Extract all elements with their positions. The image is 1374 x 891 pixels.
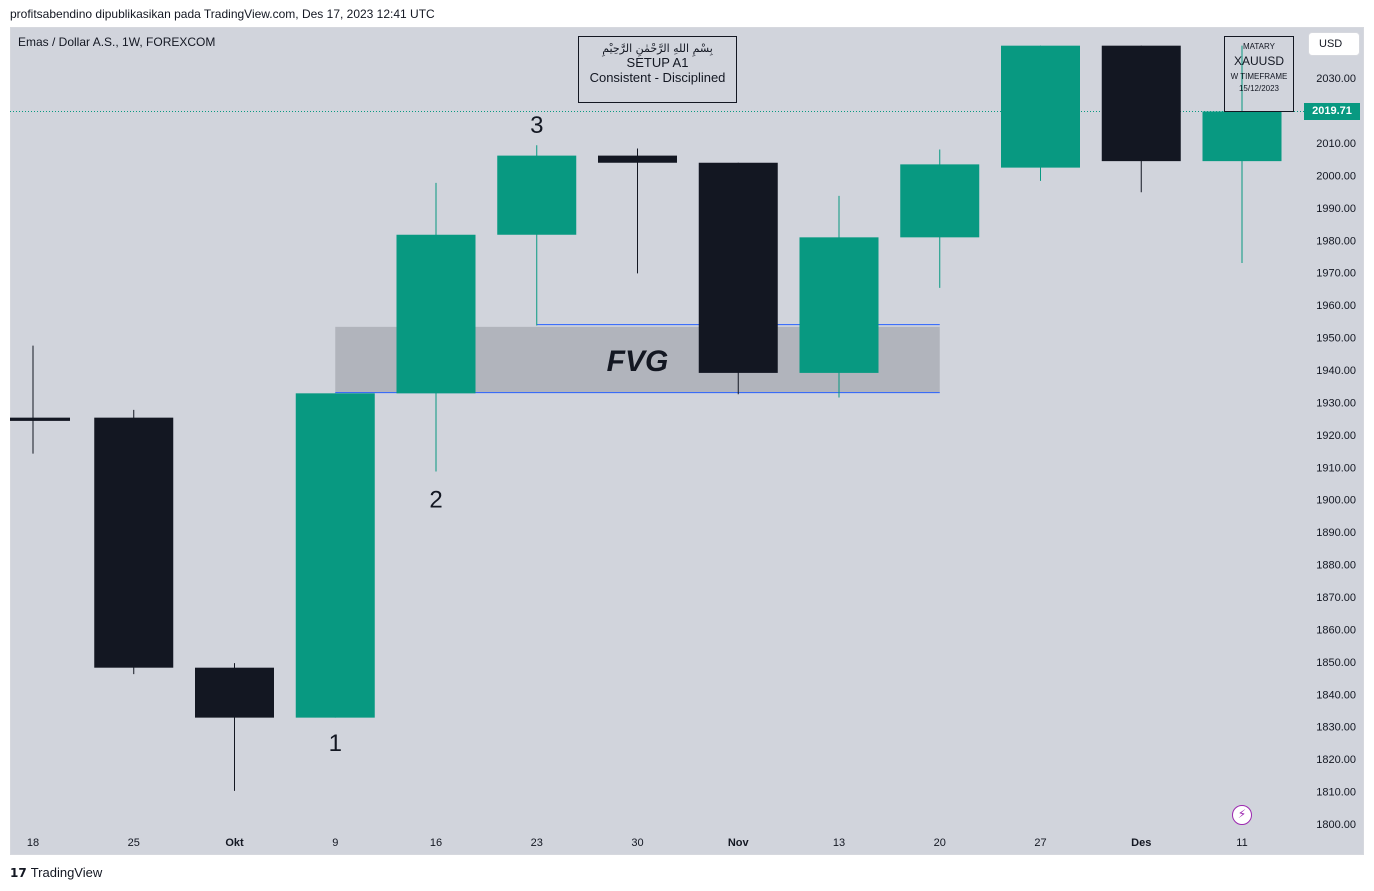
y-tick-label: 1860.00 (1316, 624, 1356, 636)
x-tick-label: 25 (128, 837, 140, 849)
y-tick-label: 2000.00 (1316, 170, 1356, 182)
x-tick-label: 16 (430, 837, 442, 849)
candle-annotation: 2 (429, 487, 442, 514)
candle-annotation: 1 (329, 730, 342, 757)
y-tick-label: 1840.00 (1316, 689, 1356, 701)
info-note-box: MATARY XAUUSD W TIMEFRAME 15/12/2023 (1224, 36, 1294, 112)
footer-brand-label: TradingView (30, 865, 103, 880)
current-price-label: 2019.71 (1304, 103, 1360, 120)
y-tick-label: 1820.00 (1316, 754, 1356, 766)
currency-button[interactable]: USD (1308, 32, 1360, 56)
y-tick-label: 1870.00 (1316, 592, 1356, 604)
x-tick-label: 9 (332, 837, 338, 849)
x-tick-label: 18 (27, 837, 39, 849)
info-note-line4: 15/12/2023 (1238, 84, 1280, 93)
x-tick-label: 20 (934, 837, 946, 849)
setup-note-box: بِسْمِ اللهِ الرَّحْمٰنِ الرَّحِيْمِ SET… (578, 36, 737, 103)
y-tick-label: 1810.00 (1316, 787, 1356, 799)
setup-note-line3: Consistent - Disciplined (589, 70, 726, 85)
y-tick-label: 1800.00 (1316, 819, 1356, 831)
y-tick-label: 1960.00 (1316, 300, 1356, 312)
tradingview-logo-icon: 17 (10, 866, 27, 880)
y-tick-label: 1970.00 (1316, 268, 1356, 280)
bolt-icon[interactable]: ⚡ (1232, 805, 1252, 825)
y-tick-label: 1910.00 (1316, 462, 1356, 474)
candle-body (1202, 111, 1282, 162)
y-tick-label: 1940.00 (1316, 365, 1356, 377)
x-tick-label: Des (1131, 837, 1151, 849)
y-tick-label: 1930.00 (1316, 397, 1356, 409)
x-tick-label: 30 (631, 837, 643, 849)
x-tick-label: 11 (1236, 837, 1247, 849)
info-note-line1: MATARY (1242, 42, 1275, 51)
y-tick-label: 1950.00 (1316, 333, 1356, 345)
x-tick-label: Nov (728, 837, 750, 849)
candle-body (1101, 45, 1181, 162)
x-tick-label: Okt (225, 837, 244, 849)
info-note-line2: XAUUSD (1233, 54, 1284, 68)
publish-line: profitsabendino dipublikasikan pada Trad… (10, 7, 435, 21)
y-tick-label: 1880.00 (1316, 560, 1356, 572)
symbol-legend[interactable]: Emas / Dollar A.S., 1W, FOREXCOM (18, 35, 216, 49)
y-tick-label: 1990.00 (1316, 203, 1356, 215)
y-tick-label: 2030.00 (1316, 73, 1356, 85)
candle-body (10, 417, 70, 421)
candle-body (295, 393, 375, 718)
y-tick-label: 1850.00 (1316, 657, 1356, 669)
candle-body (195, 667, 274, 718)
y-tick-label: 1980.00 (1316, 235, 1356, 247)
y-tick-label: 1900.00 (1316, 495, 1356, 507)
candle-body (598, 155, 677, 163)
candle-body (799, 237, 879, 373)
y-tick-label: 1830.00 (1316, 722, 1356, 734)
candle-annotation: 3 (530, 112, 543, 139)
candle-body (396, 234, 476, 394)
candlestick-chart[interactable]: FVG1231800.001810.001820.001830.001840.0… (10, 27, 1364, 855)
x-tick-label: 13 (833, 837, 845, 849)
x-tick-label: 23 (531, 837, 543, 849)
candle-body (698, 162, 778, 373)
candle-body (94, 417, 174, 668)
y-tick-label: 1920.00 (1316, 430, 1356, 442)
candle-body (1001, 45, 1080, 168)
y-tick-label: 1890.00 (1316, 527, 1356, 539)
fvg-label: FVG (607, 345, 669, 378)
setup-note-line2: SETUP A1 (626, 55, 689, 70)
candle-body (497, 155, 577, 235)
y-tick-label: 2010.00 (1316, 138, 1356, 150)
info-note-line3: W TIMEFRAME (1230, 72, 1288, 81)
candle-body (900, 164, 980, 238)
x-tick-label: 27 (1034, 837, 1046, 849)
footer-brand[interactable]: 17 TradingView (10, 865, 102, 880)
setup-note-line1: بِسْمِ اللهِ الرَّحْمٰنِ الرَّحِيْمِ (602, 42, 713, 55)
